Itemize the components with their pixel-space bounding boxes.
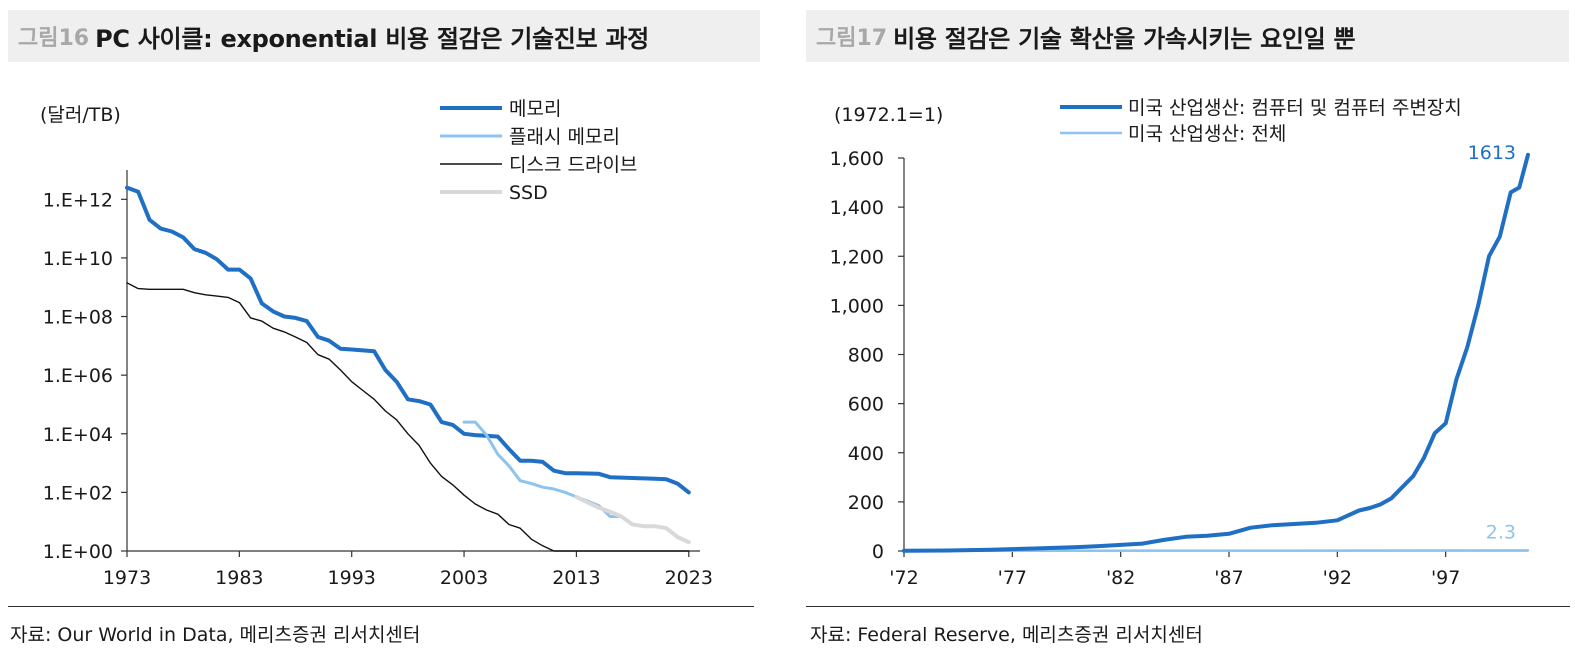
- y-tick-label: 1,200: [830, 246, 884, 268]
- axes: 1.E+00 1.E+02 1.E+04 1.E+06 1.E+08 1.E+10 1.E+…: [43, 170, 713, 589]
- series-0-line: [125, 185, 691, 495]
- y-tick-label: 400: [848, 443, 884, 465]
- y-tick-label: 600: [848, 394, 884, 416]
- y-tick-label: 1,000: [830, 295, 884, 317]
- x-tick-label: 2003: [440, 567, 488, 589]
- figure-17-title: 비용 절감은 기술 확산을 가속시키는 요인일 뿐: [893, 24, 1356, 53]
- legend-label: 메모리: [509, 98, 561, 120]
- x-tick-label: '77: [998, 567, 1027, 589]
- data-label: 1613: [1468, 142, 1516, 164]
- series-0-line: [902, 152, 1530, 553]
- x-tick-label: 1983: [215, 567, 263, 589]
- x-tick-label: '97: [1431, 567, 1460, 589]
- figure-16-title-bar: 그림16 PC 사이클: exponential 비용 절감은 기술진보 과정: [8, 10, 760, 62]
- annotations: 1613 2.3: [1468, 142, 1516, 544]
- legend-label: SSD: [509, 182, 548, 204]
- y-tick-label: 1.E+04: [43, 424, 113, 446]
- y-tick-label: 0: [872, 541, 884, 563]
- y-axis-unit-label: (달러/TB): [40, 104, 121, 126]
- x-tick-label: '92: [1323, 567, 1352, 589]
- y-tick-label: 1,400: [830, 197, 884, 219]
- series-group: [902, 152, 1530, 553]
- figure-17-source: 자료: Federal Reserve, 메리츠증권 리서치센터: [810, 624, 1203, 646]
- series-2-line: [126, 282, 690, 552]
- y-tick-label: 1.E+12: [43, 189, 113, 211]
- source-divider: [8, 606, 754, 607]
- legend-label: 디스크 드라이브: [509, 154, 637, 176]
- y-tick-label: 1.E+00: [43, 541, 113, 563]
- data-label: 2.3: [1486, 521, 1516, 543]
- y-tick-label: 1.E+10: [43, 248, 113, 270]
- legend-label: 미국 산업생산: 전체: [1128, 123, 1286, 145]
- y-tick-label: 200: [848, 492, 884, 514]
- y-tick-label: 800: [848, 345, 884, 367]
- legend-label: 플래시 메모리: [509, 126, 620, 148]
- figure-16-title: PC 사이클: exponential 비용 절감은 기술진보 과정: [95, 24, 649, 53]
- source-divider: [806, 606, 1570, 607]
- y-tick-label: 1,600: [830, 148, 884, 170]
- y-tick-label: 1.E+06: [43, 365, 113, 387]
- x-tick-label: 1993: [328, 567, 376, 589]
- x-tick-label: 1973: [103, 567, 151, 589]
- figure-17-panel: 그림17 비용 절감은 기술 확산을 가속시키는 요인일 뿐 (1972.1=1…: [806, 0, 1575, 666]
- y-tick-label: 1.E+08: [43, 307, 113, 329]
- figure-16-source: 자료: Our World in Data, 메리츠증권 리서치센터: [10, 624, 421, 646]
- x-tick-label: '72: [889, 567, 918, 589]
- y-tick-label: 1.E+02: [43, 482, 113, 504]
- series-3-line: [574, 494, 691, 545]
- y-axis-unit-label: (1972.1=1): [834, 104, 943, 126]
- x-tick-label: '82: [1106, 567, 1135, 589]
- series-group: [125, 185, 691, 552]
- x-tick-label: 2023: [665, 567, 713, 589]
- figure-16-number: 그림16: [18, 26, 90, 51]
- x-tick-label: '87: [1214, 567, 1243, 589]
- figure-17-title-bar: 그림17 비용 절감은 기술 확산을 가속시키는 요인일 뿐: [806, 10, 1569, 62]
- x-tick-label: 2013: [552, 567, 600, 589]
- axes: 0 200 400 600 800 1,000 1,200 1,400 1,600 '72 '77 '…: [830, 148, 1528, 589]
- figure-16-panel: 그림16 PC 사이클: exponential 비용 절감은 기술진보 과정 …: [0, 0, 760, 666]
- figure-17-number: 그림17: [816, 26, 888, 51]
- series-1-line: [462, 420, 623, 518]
- legend-label: 미국 산업생산: 컴퓨터 및 컴퓨터 주변장치: [1128, 97, 1462, 119]
